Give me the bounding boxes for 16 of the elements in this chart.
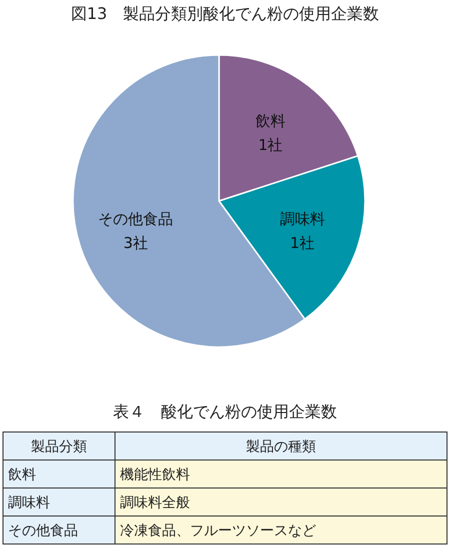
data-label: 3社 [123, 234, 148, 252]
data-label: 1社 [258, 136, 283, 154]
text: 調味料全般 [120, 495, 190, 511]
text: 表４ 酸化でん粉の使用企業数 [113, 402, 337, 421]
category-label: 調味料 [8, 495, 50, 511]
category-label: 製品分類 [31, 439, 87, 455]
text: 機能性飲料 [120, 467, 190, 483]
category-label: その他食品 [8, 523, 78, 539]
chart-title: 図13 製品分類別酸化でん粉の使用企業数 [70, 4, 380, 23]
data-label: 1社 [290, 234, 315, 252]
category-label: 飲料 [8, 467, 36, 483]
slice-label: その他食品 [98, 210, 174, 228]
text: 冷凍食品、フルーツソースなど [120, 523, 316, 539]
category-label: 製品の種類 [246, 439, 316, 455]
slice-label: 飲料 [255, 112, 286, 130]
slice-label: 調味料 [280, 210, 325, 228]
